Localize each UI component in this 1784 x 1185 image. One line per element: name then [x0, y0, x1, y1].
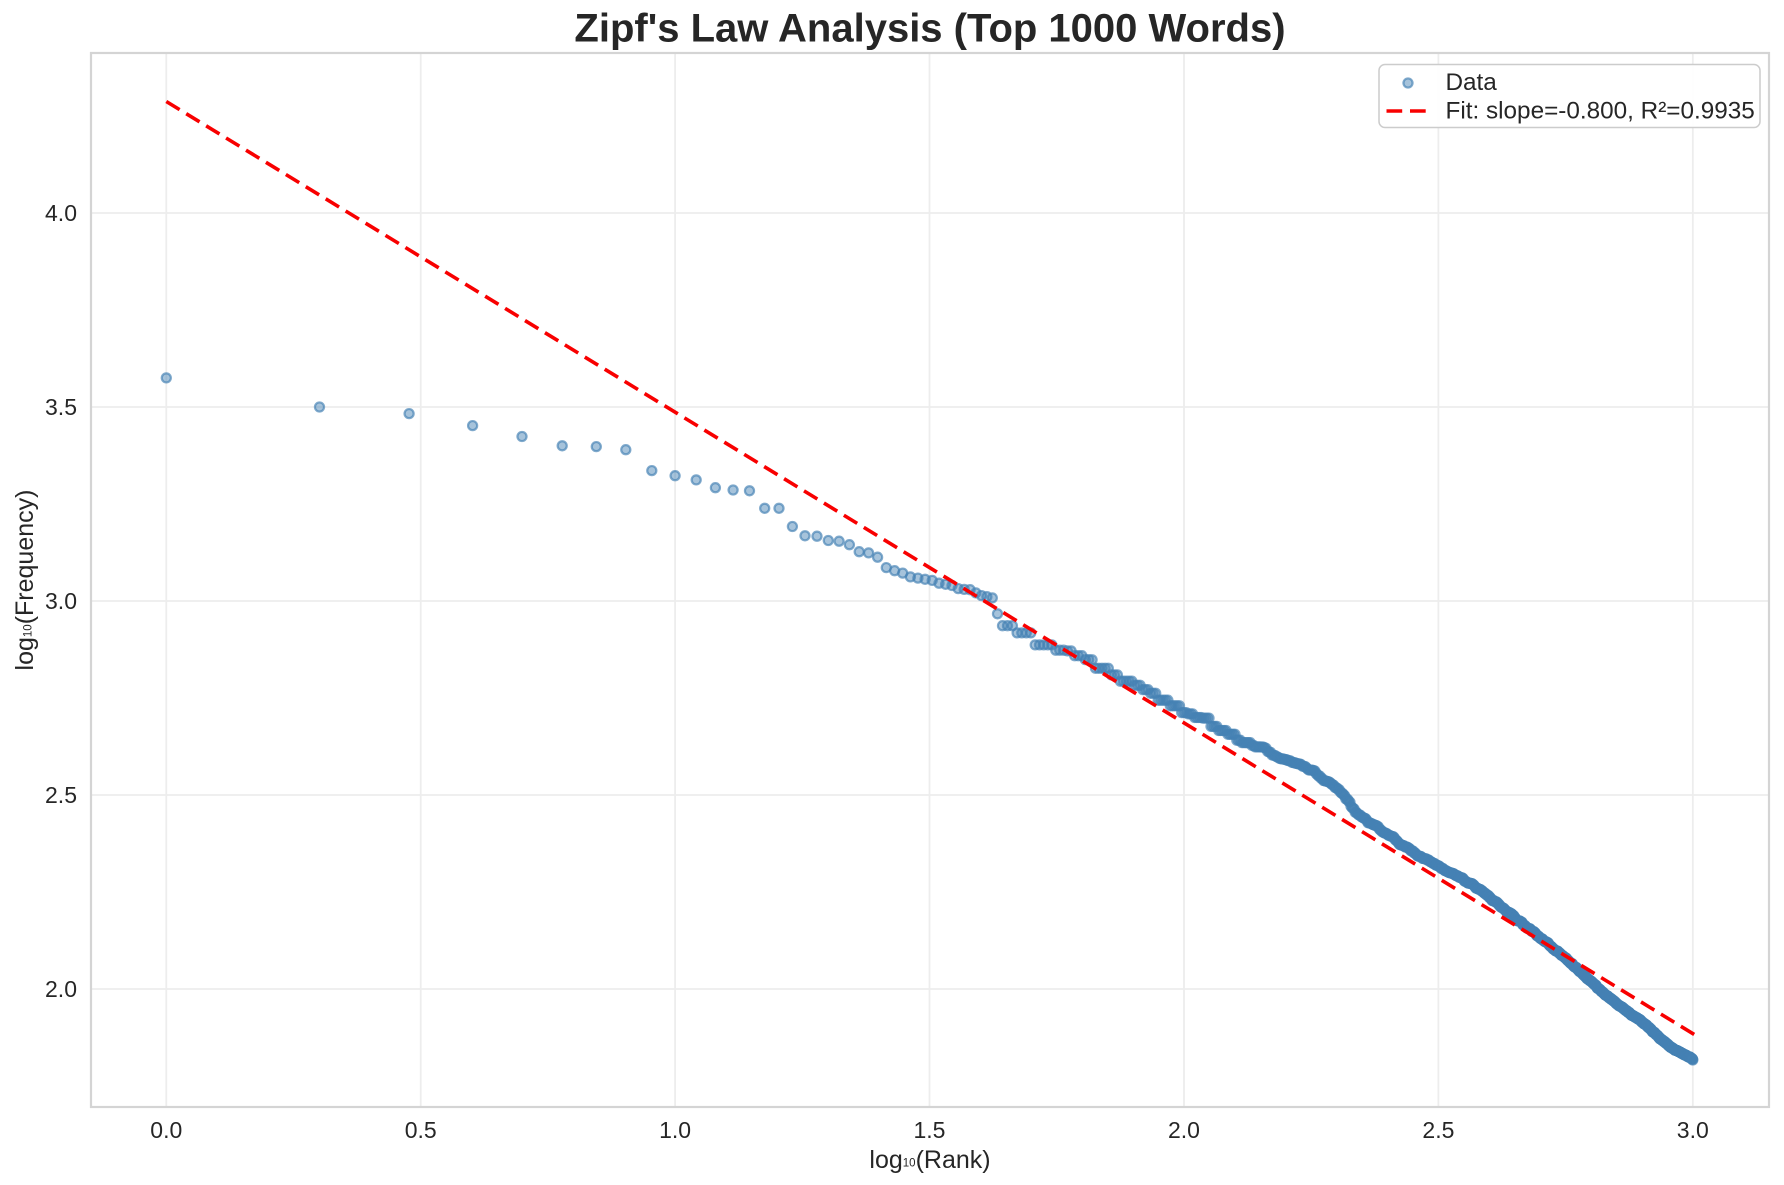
svg-text:Data: Data	[1446, 69, 1498, 96]
svg-text:0.5: 0.5	[405, 1117, 437, 1143]
svg-text:4.0: 4.0	[45, 200, 77, 226]
svg-text:3.0: 3.0	[1677, 1117, 1709, 1143]
svg-text:1.5: 1.5	[914, 1117, 946, 1143]
svg-text:log10(Rank): log10(Rank)	[869, 1146, 990, 1174]
svg-text:Fit: slope=-0.800, R²=0.9935: Fit: slope=-0.800, R²=0.9935	[1446, 98, 1755, 125]
svg-text:2.0: 2.0	[1168, 1117, 1200, 1143]
svg-text:log10(Frequency): log10(Frequency)	[11, 490, 39, 671]
svg-text:2.5: 2.5	[1422, 1117, 1454, 1143]
svg-text:3.0: 3.0	[45, 588, 77, 614]
svg-text:1.0: 1.0	[659, 1117, 691, 1143]
svg-text:3.5: 3.5	[45, 394, 77, 420]
svg-text:2.0: 2.0	[45, 976, 77, 1002]
svg-text:Zipf's Law Analysis (Top 1000: Zipf's Law Analysis (Top 1000 Words)	[574, 7, 1285, 51]
svg-text:2.5: 2.5	[45, 782, 77, 808]
svg-text:0.0: 0.0	[150, 1117, 182, 1143]
